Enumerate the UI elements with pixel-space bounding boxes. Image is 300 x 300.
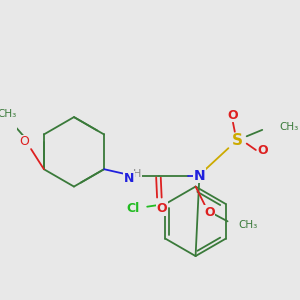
Text: O: O <box>19 135 29 148</box>
Text: O: O <box>258 143 268 157</box>
Text: S: S <box>232 134 243 148</box>
Text: Cl: Cl <box>126 202 139 215</box>
Text: O: O <box>228 109 238 122</box>
Text: CH₃: CH₃ <box>280 122 299 132</box>
Text: O: O <box>156 202 167 215</box>
Text: N: N <box>124 172 134 185</box>
Text: H: H <box>133 169 142 179</box>
Text: CH₃: CH₃ <box>238 220 258 230</box>
Text: CH₃: CH₃ <box>0 109 17 119</box>
Text: N: N <box>193 169 205 183</box>
Text: O: O <box>204 206 214 219</box>
